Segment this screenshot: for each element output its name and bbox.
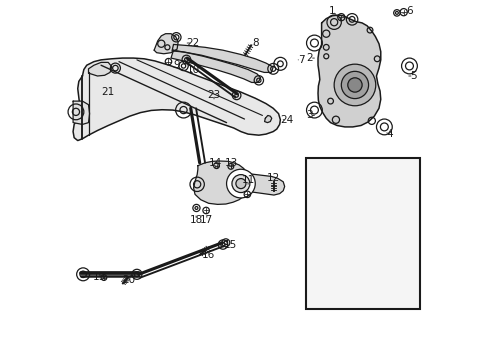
Text: 14: 14 bbox=[209, 158, 222, 168]
Circle shape bbox=[347, 78, 362, 92]
Text: 15: 15 bbox=[224, 239, 237, 249]
Text: 2: 2 bbox=[306, 53, 314, 63]
Polygon shape bbox=[264, 116, 271, 123]
Text: 10: 10 bbox=[186, 64, 200, 75]
Polygon shape bbox=[193, 161, 284, 204]
Polygon shape bbox=[88, 62, 112, 76]
Text: 21: 21 bbox=[101, 87, 114, 97]
Text: 9: 9 bbox=[173, 60, 179, 70]
Bar bbox=[305, 158, 419, 309]
Text: 18: 18 bbox=[189, 215, 203, 225]
Text: 6: 6 bbox=[402, 6, 412, 17]
Polygon shape bbox=[73, 101, 89, 125]
Text: 22: 22 bbox=[185, 38, 199, 48]
Circle shape bbox=[235, 179, 245, 189]
Text: 12: 12 bbox=[267, 173, 280, 183]
Text: 20: 20 bbox=[122, 275, 135, 285]
Text: 3: 3 bbox=[306, 111, 314, 121]
Polygon shape bbox=[317, 15, 380, 127]
Polygon shape bbox=[172, 44, 273, 72]
Polygon shape bbox=[154, 34, 178, 54]
Circle shape bbox=[231, 175, 249, 193]
Text: 11: 11 bbox=[241, 175, 254, 185]
Text: 16: 16 bbox=[202, 249, 215, 260]
Text: 8: 8 bbox=[251, 38, 258, 48]
Text: 1: 1 bbox=[328, 6, 335, 17]
Text: 23: 23 bbox=[207, 90, 220, 100]
Polygon shape bbox=[73, 58, 280, 140]
Circle shape bbox=[333, 64, 375, 106]
Text: 5: 5 bbox=[408, 71, 416, 81]
Text: 17: 17 bbox=[200, 215, 213, 225]
Text: 24: 24 bbox=[280, 115, 293, 125]
Text: 13: 13 bbox=[224, 158, 238, 168]
Text: 7: 7 bbox=[297, 55, 304, 65]
Polygon shape bbox=[171, 50, 260, 82]
Text: 19: 19 bbox=[92, 272, 106, 282]
Circle shape bbox=[226, 169, 255, 198]
Circle shape bbox=[341, 71, 368, 99]
Text: 4: 4 bbox=[386, 129, 392, 139]
